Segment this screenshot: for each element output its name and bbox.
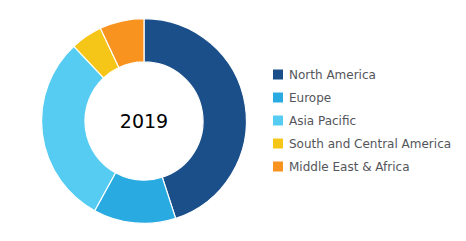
svg-text:North America: North America bbox=[289, 68, 376, 82]
svg-text:Asia Pacific: Asia Pacific bbox=[289, 114, 356, 128]
svg-text:South and Central America: South and Central America bbox=[289, 137, 451, 151]
svg-text:Europe: Europe bbox=[289, 91, 331, 105]
svg-text:Middle East & Africa: Middle East & Africa bbox=[289, 160, 410, 174]
svg-text:2019: 2019 bbox=[120, 110, 168, 132]
